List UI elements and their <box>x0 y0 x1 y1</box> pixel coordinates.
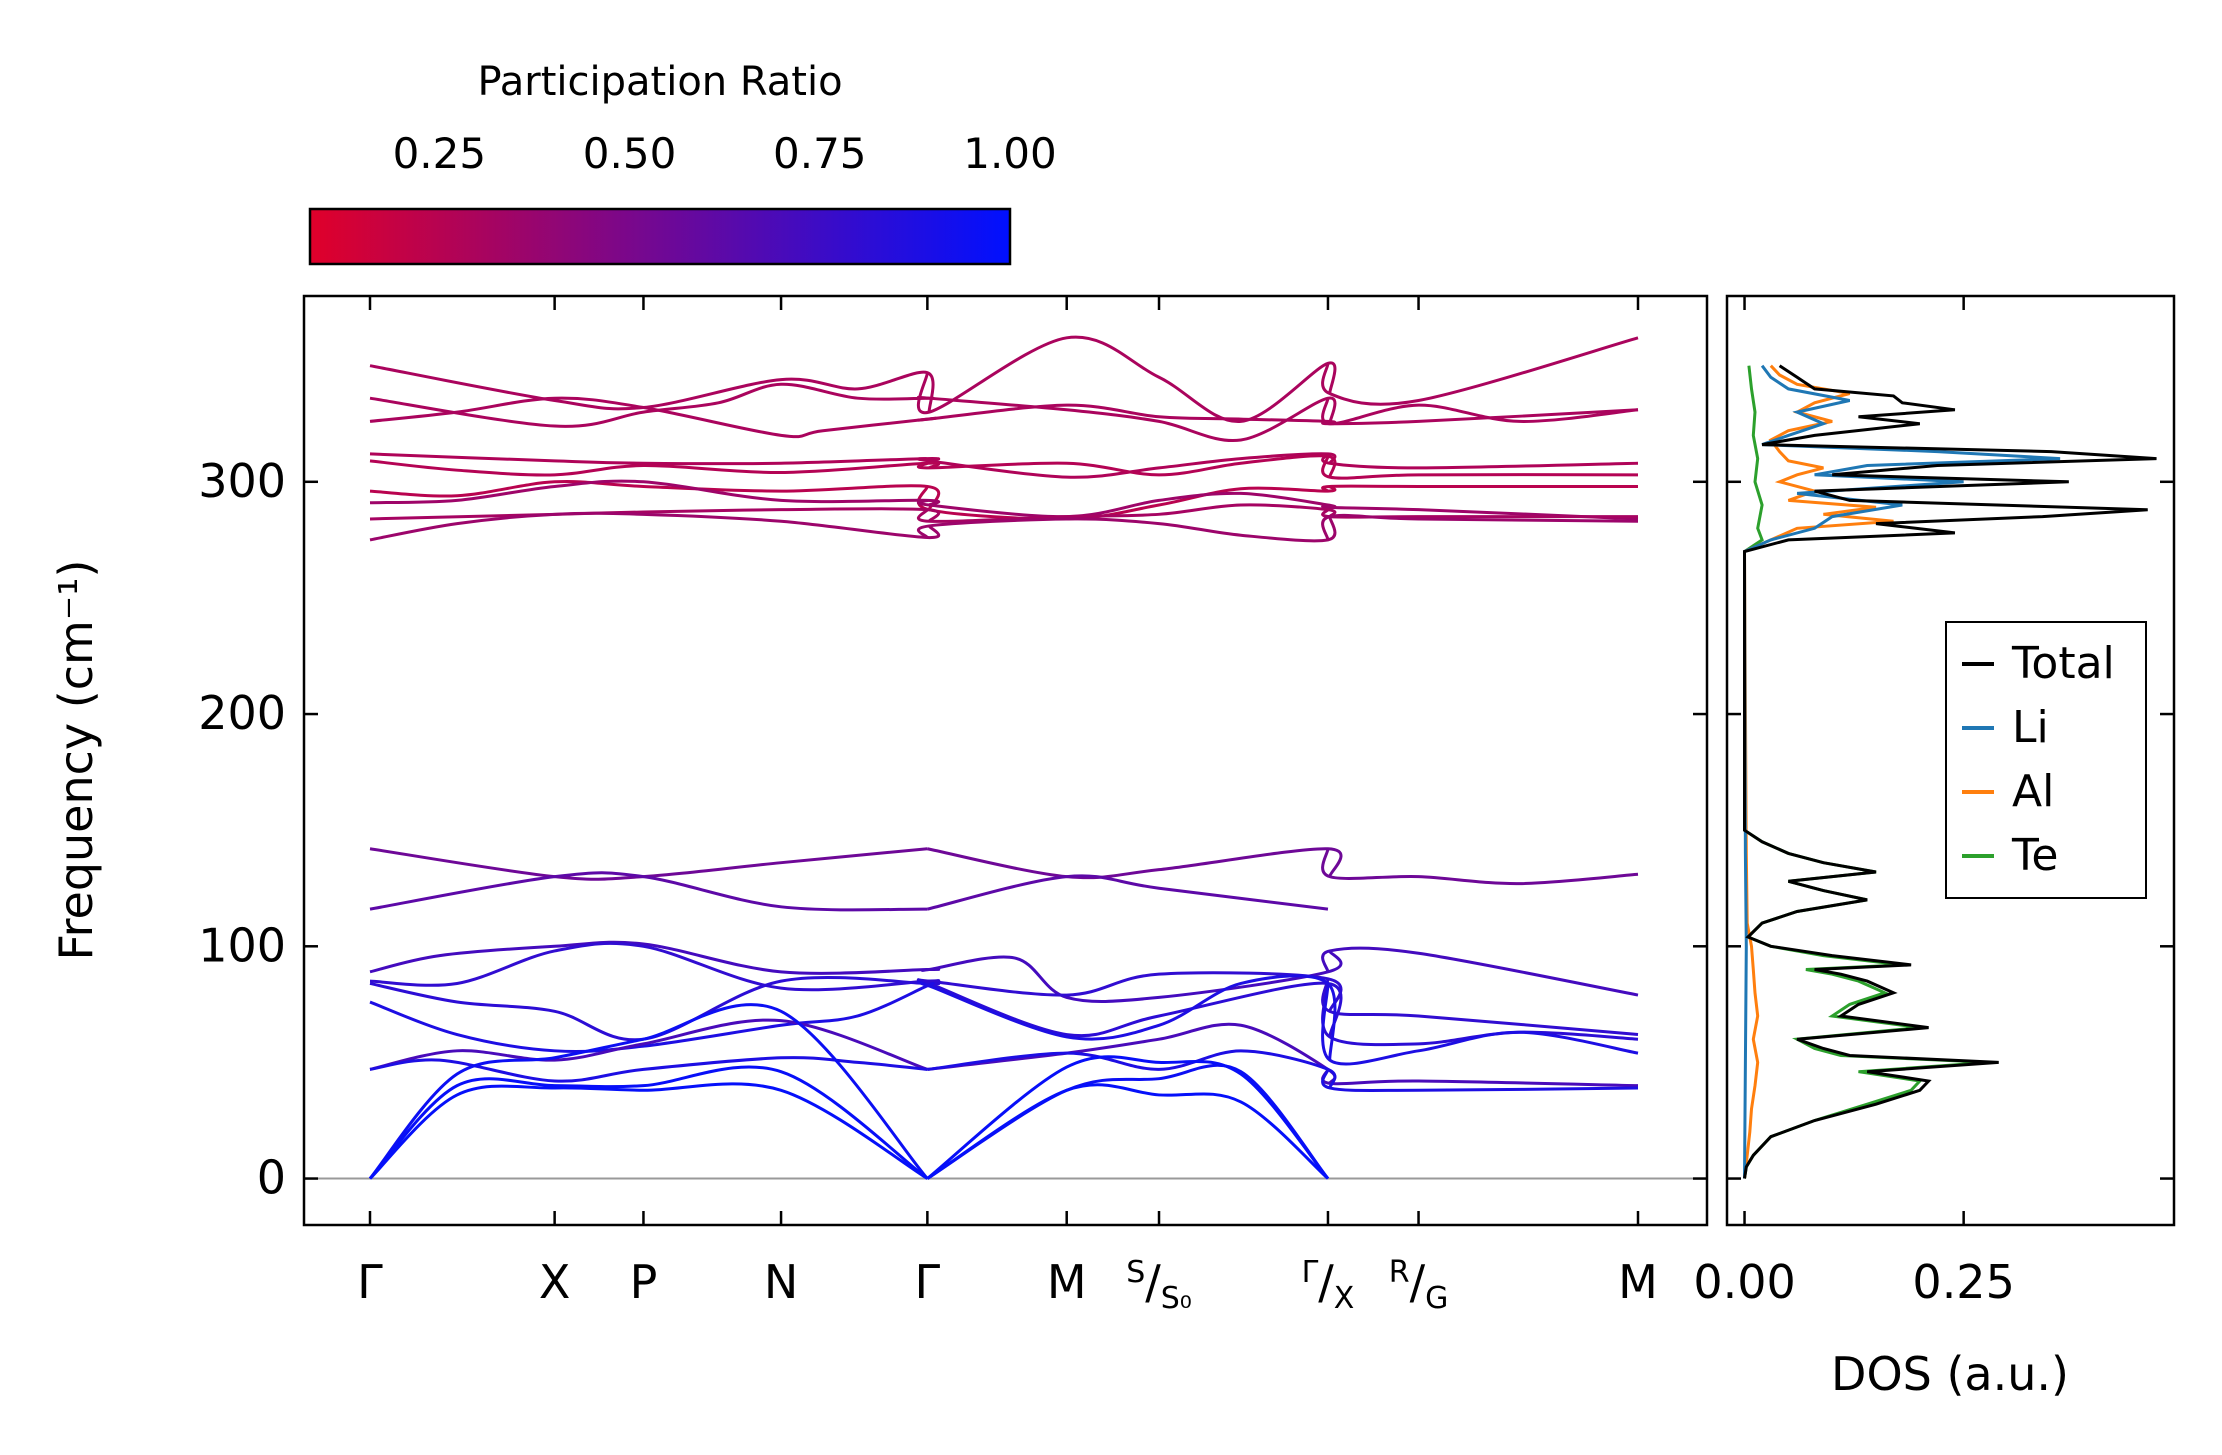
band-line-b13-segment-3 <box>1321 978 1639 1037</box>
kpoint-label-0: Γ <box>357 1255 383 1309</box>
band-line-b20-segment-2 <box>926 1083 1329 1180</box>
legend-label-total: Total <box>2011 638 2115 689</box>
legend-box <box>1945 621 2147 899</box>
band-line-b17-segment-1 <box>369 1056 928 1083</box>
colorbar-label: Participation Ratio <box>477 59 842 105</box>
colorbar-tick-label-0: 0.25 <box>393 129 487 178</box>
band-line-b6-segment-3 <box>1321 484 1638 493</box>
kpoint-label-9: M <box>1618 1255 1658 1309</box>
band-line-b5-segment-1 <box>369 459 941 477</box>
colorbar-ticks: 0.25 0.50 0.75 1.00 <box>393 129 1057 264</box>
kpoint-label-6: S/S₀ <box>1126 1255 1192 1316</box>
band-line-b1-segment-2 <box>916 335 1337 423</box>
band-line-b4-segment-3 <box>1321 452 1639 470</box>
band-ytick-label-200: 200 <box>198 686 286 740</box>
band-line-b19-segment-2 <box>926 1055 1330 1180</box>
band-axis-ticks: 0 100 200 300 Γ X P N Γ M S/S₀ Γ/X R/G M <box>198 296 1707 1316</box>
band-line-b15-segment-3 <box>1321 983 1639 1066</box>
band-line-b10-segment-2 <box>927 847 1343 880</box>
dos-plot-frame <box>1725 294 2176 1227</box>
band-ytick-label-0: 0 <box>257 1151 286 1205</box>
band-lines <box>368 335 1639 1180</box>
dos-line-al <box>1742 364 1894 1179</box>
band-line-b9-segment-2 <box>916 516 1337 543</box>
band-line-b13-segment-1 <box>369 941 941 992</box>
band-line-b8-segment-3 <box>1321 508 1638 519</box>
band-line-b1-segment-1 <box>369 364 935 413</box>
colorbar-bar <box>308 207 1012 266</box>
colorbar: Participation Ratio 0.25 0.50 0.75 1.00 <box>308 59 1057 266</box>
band-line-b7-segment-1 <box>369 479 941 507</box>
band-line-b12-segment-1 <box>369 940 941 975</box>
dos-line-total <box>1743 364 2157 1179</box>
kpoint-label-1: X <box>539 1255 571 1309</box>
dos-xtick-label-1: 0.25 <box>1912 1255 2014 1309</box>
kpoint-label-8: R/G <box>1389 1255 1449 1316</box>
band-ytick-label-300: 300 <box>198 454 286 508</box>
band-line-b12-segment-3 <box>1321 946 1639 997</box>
kpoint-label-7: Γ/X <box>1302 1255 1355 1316</box>
band-line-b8-segment-1 <box>369 507 941 523</box>
dos-axis-ticks: 0.00 0.25 <box>1693 296 2174 1309</box>
band-line-b12-segment-2 <box>920 949 1343 1003</box>
band-line-b6-segment-1 <box>369 480 941 511</box>
dos-panel: 0.00 0.25 DOS (a.u.) Total Li Al Te <box>1693 294 2176 1401</box>
band-line-b3-segment-1 <box>369 396 938 439</box>
band-ytick-label-100: 100 <box>198 918 286 972</box>
band-plot-frame <box>302 294 1709 1227</box>
colorbar-tick-label-2: 0.75 <box>773 129 867 178</box>
band-line-b8-segment-2 <box>916 503 1337 523</box>
kpoint-label-3: N <box>764 1255 798 1309</box>
kpoint-label-4: Γ <box>915 1255 941 1309</box>
dos-xlabel: DOS (a.u.) <box>1831 1347 2069 1401</box>
band-line-b4-segment-2 <box>916 452 1337 479</box>
dos-lines <box>1742 364 2157 1179</box>
band-line-b3-segment-3 <box>1321 408 1639 426</box>
band-line-b10-segment-1 <box>369 847 928 881</box>
band-line-b11-segment-2 <box>927 874 1329 911</box>
band-line-b15-segment-1 <box>369 982 935 1053</box>
legend-label-al: Al <box>2012 766 2054 817</box>
colorbar-tick-label-1: 0.50 <box>583 129 677 178</box>
band-line-b5-segment-3 <box>1321 455 1639 480</box>
kpoint-label-5: M <box>1047 1255 1087 1309</box>
band-line-b11-segment-1 <box>369 871 928 912</box>
kpoint-label-2: P <box>630 1255 658 1309</box>
band-line-b18-segment-1 <box>368 1003 929 1180</box>
dos-legend: Total Li Al Te <box>1945 621 2147 899</box>
band-structure-panel: 0 100 200 300 Γ X P N Γ M S/S₀ Γ/X R/G M Frequency (c… <box>49 294 1709 1316</box>
band-line-b17-segment-3 <box>1321 1068 1639 1092</box>
band-line-b10-segment-3 <box>1321 848 1639 886</box>
band-line-b2-segment-2 <box>916 395 1337 443</box>
band-line-b4-segment-1 <box>369 452 941 466</box>
band-line-b15-segment-2 <box>916 974 1337 1061</box>
band-line-b9-segment-3 <box>1321 513 1639 541</box>
band-line-b2-segment-1 <box>369 382 935 428</box>
band-line-b9-segment-1 <box>369 511 941 542</box>
band-line-b20-segment-1 <box>368 1082 929 1180</box>
band-ylabel: Frequency (cm⁻¹) <box>49 560 103 961</box>
band-line-b5-segment-2 <box>916 454 1337 478</box>
dos-xtick-label-0: 0.00 <box>1693 1255 1795 1309</box>
band-line-b1-segment-3 <box>1321 336 1639 406</box>
band-line-b16-segment-3 <box>1321 1068 1639 1088</box>
colorbar-tick-label-3: 1.00 <box>963 129 1057 178</box>
band-line-b17-segment-2 <box>927 1049 1337 1089</box>
band-line-b19-segment-1 <box>368 1065 929 1180</box>
band-line-b16-segment-1 <box>369 1018 928 1071</box>
legend-label-li: Li <box>2012 702 2049 753</box>
legend-label-te: Te <box>2011 830 2058 881</box>
